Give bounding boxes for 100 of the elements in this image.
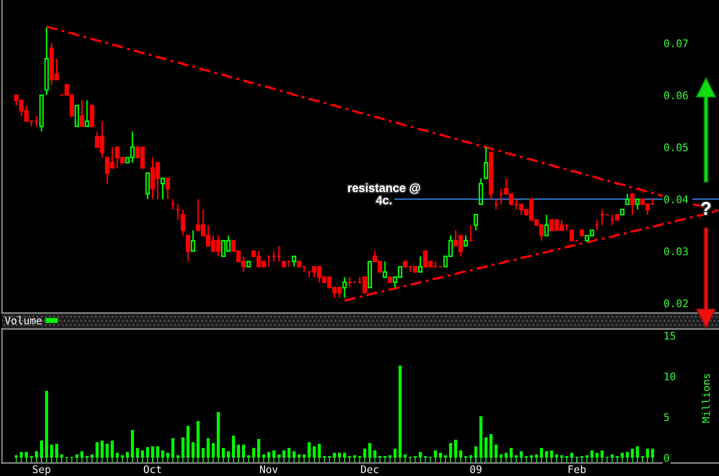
bar	[545, 451, 548, 458]
bar	[500, 454, 503, 458]
bar	[151, 446, 154, 458]
y-tick-label: 0.02	[664, 299, 688, 308]
candlestick	[494, 198, 498, 210]
bar	[620, 452, 624, 458]
bar	[494, 444, 498, 458]
bar	[312, 446, 316, 458]
candlestick	[80, 100, 84, 128]
bar	[116, 452, 119, 458]
bar	[630, 448, 634, 458]
bar	[186, 426, 190, 458]
bar	[590, 450, 594, 458]
bar	[60, 454, 64, 458]
x-tick-label: Feb	[568, 465, 586, 474]
candlestick	[382, 260, 388, 278]
x-tick-label: Nov	[260, 465, 278, 474]
bar	[484, 437, 488, 458]
bar	[434, 450, 437, 458]
candlestick	[600, 208, 604, 226]
bar	[308, 442, 311, 458]
candlestick	[347, 276, 352, 288]
bar	[141, 450, 144, 458]
y-tick-label: 0.04	[664, 195, 688, 204]
bar	[332, 452, 336, 458]
candlestick	[464, 234, 468, 247]
bar	[226, 451, 230, 458]
candlestick	[292, 256, 296, 268]
candlestick	[544, 214, 549, 236]
bar	[338, 452, 342, 458]
bar	[75, 454, 78, 458]
bar	[45, 390, 48, 458]
candlestick	[635, 198, 640, 210]
candlestick	[74, 104, 80, 128]
bar	[287, 448, 291, 458]
candlestick	[342, 276, 347, 299]
bar	[459, 450, 462, 458]
y-tick-label: 0.07	[664, 39, 688, 48]
bar	[212, 443, 215, 458]
candlestick	[84, 100, 90, 128]
y-tick-label: 5	[664, 413, 669, 422]
bar	[236, 444, 240, 458]
bar	[302, 454, 306, 458]
bar	[646, 448, 650, 458]
bar	[100, 440, 104, 458]
bar	[479, 416, 482, 458]
candlestick	[594, 219, 600, 232]
candlestick	[176, 204, 180, 221]
x-tick-label: Sep	[32, 465, 50, 476]
bar	[489, 434, 493, 458]
y-tick-label: 10	[664, 372, 676, 380]
candlestick	[186, 234, 190, 262]
bar	[298, 454, 301, 458]
bar	[570, 452, 574, 458]
bar	[510, 448, 513, 458]
bar	[550, 450, 554, 458]
bar	[596, 452, 599, 458]
bar	[96, 442, 99, 458]
candlestick	[190, 230, 196, 252]
candlestick	[488, 152, 494, 200]
bar	[192, 442, 195, 458]
x-tick-label: Dec	[361, 465, 378, 474]
bar	[20, 452, 23, 458]
bar	[343, 452, 346, 458]
bar	[600, 450, 604, 458]
annotation: ?	[701, 202, 710, 215]
bar	[216, 412, 220, 458]
bar	[540, 448, 544, 458]
candlestick	[44, 26, 49, 96]
bar	[610, 454, 614, 458]
bar	[80, 451, 84, 458]
bar	[292, 451, 296, 458]
bar	[398, 366, 402, 458]
candlestick	[272, 250, 276, 262]
x-tick-label: 09	[470, 465, 482, 474]
candlestick	[630, 193, 635, 216]
y-tick-label: 15	[664, 332, 676, 340]
bar	[40, 440, 44, 458]
bar	[130, 430, 134, 458]
bar	[449, 443, 452, 458]
bar	[651, 448, 654, 458]
candlestick	[468, 224, 473, 242]
bar	[181, 437, 184, 458]
candlestick	[180, 208, 186, 236]
bar	[520, 451, 523, 458]
annotation: resistance @ 4c.	[348, 183, 420, 204]
bar	[206, 438, 210, 458]
bar	[454, 440, 458, 458]
bar	[232, 436, 235, 458]
bar	[171, 438, 174, 458]
candlestick	[276, 245, 282, 262]
bar	[136, 448, 140, 458]
bar	[90, 454, 94, 458]
bar	[626, 452, 629, 458]
y-tick-label: 0.05	[664, 143, 688, 152]
candlestick	[620, 208, 624, 216]
bar	[257, 438, 260, 458]
bar	[34, 451, 38, 458]
bar	[404, 454, 407, 458]
candlestick	[246, 260, 251, 268]
